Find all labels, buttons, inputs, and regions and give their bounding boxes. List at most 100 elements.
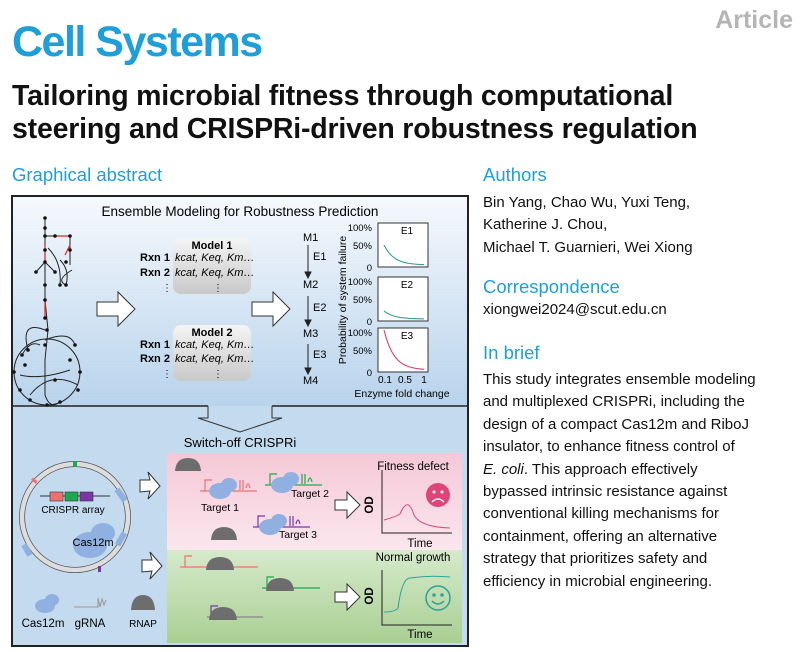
network-node [43,343,47,347]
arrow-icon [139,471,161,500]
failure-curve [383,244,424,266]
y-axis-label: Probability of system failure [337,236,349,365]
network-node [18,388,22,392]
target-label: Target 1 [201,502,239,514]
author-line: Michael T. Guarnieri, Wei Xiong [483,238,693,256]
failure-curve [383,329,425,370]
model1-label: Model 1 [192,240,233,252]
x-tick: 1 [421,375,427,386]
in-brief-line: This study integrates ensemble modeling [483,371,756,388]
od-axes [381,470,452,534]
x-tick: 0.1 [378,375,392,386]
article-title: Tailoring microbial fitness through comp… [12,80,698,146]
legend-rnap: RNAP [129,619,157,630]
author-line: Katherine J. Chou, [483,216,608,234]
ellipsis: ⋮ [213,369,223,380]
network-node [58,283,62,287]
network-node [53,234,57,238]
target-label: Target 2 [291,488,329,500]
network-node [43,226,47,230]
in-brief-line: efficiency in microbial engineering. [483,572,713,590]
network-node [43,283,47,287]
params: kcat, Keq, Km… [175,353,254,365]
legend-grna: gRNA [75,618,106,630]
state-label: M1 [303,232,318,244]
model2-box [173,325,251,381]
normal-growth-label: Normal growth [376,552,451,564]
arrow-icon [96,290,136,328]
network-node [23,363,27,367]
params: kcat, Keq, Km… [175,252,254,264]
ellipsis: ⋮ [162,369,172,380]
y-tick: 0 [367,263,372,274]
network-node [45,328,49,332]
arrow-icon [334,582,361,612]
plot-frame [377,276,429,322]
network-node [73,343,77,347]
network-node [12,370,16,374]
network-node [43,298,47,302]
legend: Cas12m gRNA RNAP [22,594,157,630]
sad-face-icon [426,483,450,507]
rxn-label: Rxn 1 [140,339,170,351]
state-label: M4 [303,375,318,387]
graphical-abstract-heading: Graphical abstract [12,164,163,185]
y-tick: 50% [353,241,373,252]
time-label: Time [407,629,432,641]
panel-label: E1 [401,226,414,237]
network-node [64,283,68,287]
ellipsis: ⋮ [162,283,172,294]
in-brief-line: strategy that prioritizes safety and [483,550,708,568]
happy-face-icon [425,585,451,611]
normal-growth-curve [383,575,451,613]
in-brief-line: containment, offering an alternative [483,527,718,545]
in-brief-line: and multiplexed CRISPRi, including the [483,393,745,411]
author-line: Bin Yang, Chao Wu, Yuxi Teng, [483,194,691,211]
network-node [34,270,38,274]
rxn-label: Rxn 2 [140,353,170,365]
od-label: OD [364,587,376,604]
network-nodes [12,216,82,407]
correspondence-email[interactable]: xiongwei2024@scut.edu.cn [483,301,667,318]
network-node [43,260,47,264]
network-node [43,248,47,252]
active-transcription [180,555,320,620]
network-node [58,400,62,404]
od-label: OD [364,496,376,513]
params: kcat, Keq, Km… [175,339,254,351]
network-node [20,353,24,357]
state-label: M3 [303,328,318,340]
y-tick: 0 [367,368,372,379]
x-tick: 0.5 [398,375,412,386]
y-tick: 100% [348,277,373,288]
x-axis-label: Enzyme fold change [354,388,449,400]
enzyme-label: E1 [313,251,326,263]
title-line: steering and CRISPRi-driven robustness r… [12,113,698,145]
fitness-defect-label: Fitness defect [377,461,449,473]
correspondence-heading: Correspondence [483,276,620,297]
network-node [43,234,47,238]
state-label: M2 [303,279,318,291]
rxn-label: Rxn 2 [140,267,170,279]
fitness-defect-curve [383,504,451,529]
network-node [53,270,57,274]
in-brief-line: design of a compact Cas12m and RiboJ [483,415,749,433]
plot-frame [377,327,429,373]
legend-cas12m: Cas12m [22,618,65,630]
title-line: Tailoring microbial fitness through comp… [12,80,674,112]
target-label: Target 3 [279,529,317,541]
enzyme-label: E3 [313,349,326,361]
panel-label: E2 [401,280,414,291]
network-node [53,378,57,382]
y-tick: 0 [367,317,372,328]
failure-plots: E1 100% 50% 0 E2 100% 50% 0 E3 100% 50% 0 [348,222,429,379]
y-tick: 100% [348,328,373,339]
y-tick: 50% [353,295,373,306]
y-tick: 50% [353,346,373,357]
authors-list: Bin Yang, Chao Wu, Yuxi Teng, Katherine … [483,192,693,259]
arrow-icon [334,490,361,520]
authors-heading: Authors [483,164,547,185]
time-label: Time [407,538,432,550]
in-brief-line: conventional killing mechanisms for [483,505,719,523]
network-node [68,248,72,252]
